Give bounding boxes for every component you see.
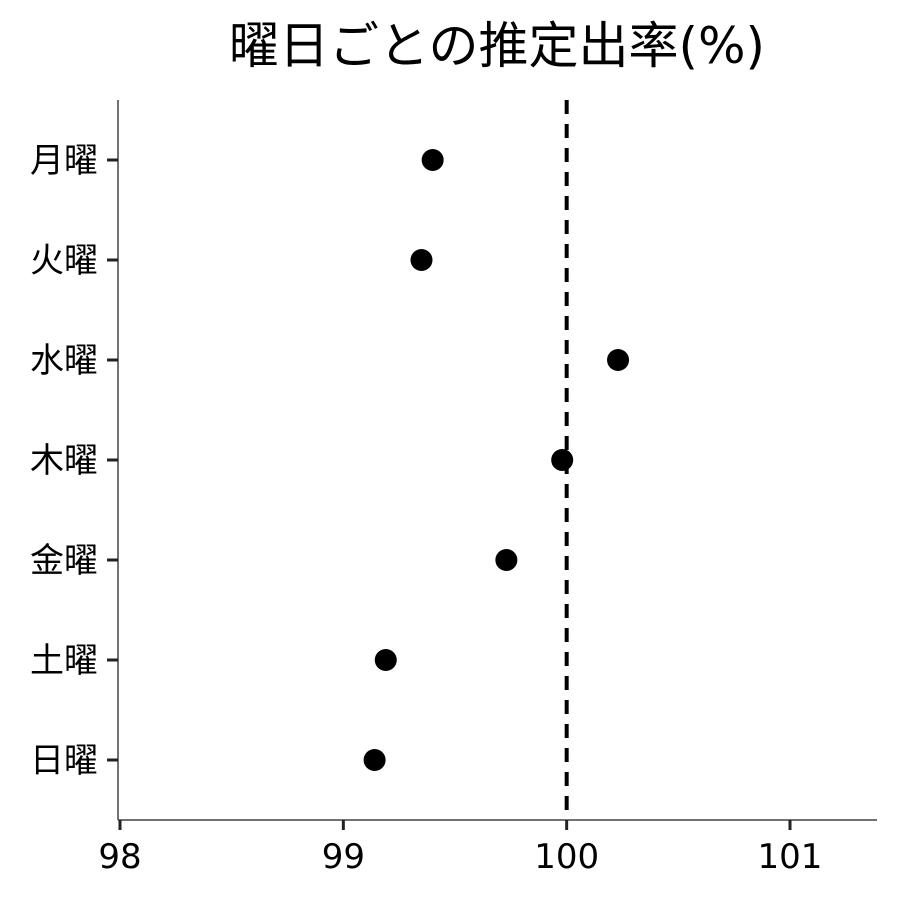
y-tick-label: 木曜 (30, 441, 98, 481)
x-ticks: 98 99 100 101 (98, 820, 822, 877)
data-points (363, 149, 630, 771)
data-point-4 (551, 449, 574, 471)
data-point-3 (607, 349, 630, 371)
data-point-6 (374, 649, 397, 671)
x-tick-label: 100 (534, 837, 599, 877)
chart-title: 曜日ごとの推定出率(%) (229, 17, 765, 75)
x-tick-label: 98 (98, 837, 141, 877)
y-tick-label: 土曜 (30, 641, 98, 681)
y-tick-label: 金曜 (30, 541, 98, 581)
y-tick-label: 火曜 (30, 241, 98, 281)
x-tick-label: 101 (758, 837, 823, 877)
y-tick-label: 水曜 (30, 341, 98, 381)
x-tick-label: 99 (322, 837, 365, 877)
data-point-1 (421, 149, 444, 171)
y-tick-label: 日曜 (30, 741, 98, 781)
data-point-7 (363, 749, 386, 771)
data-point-2 (410, 249, 433, 271)
y-tick-label: 月曜 (30, 141, 98, 181)
data-point-5 (495, 549, 518, 571)
